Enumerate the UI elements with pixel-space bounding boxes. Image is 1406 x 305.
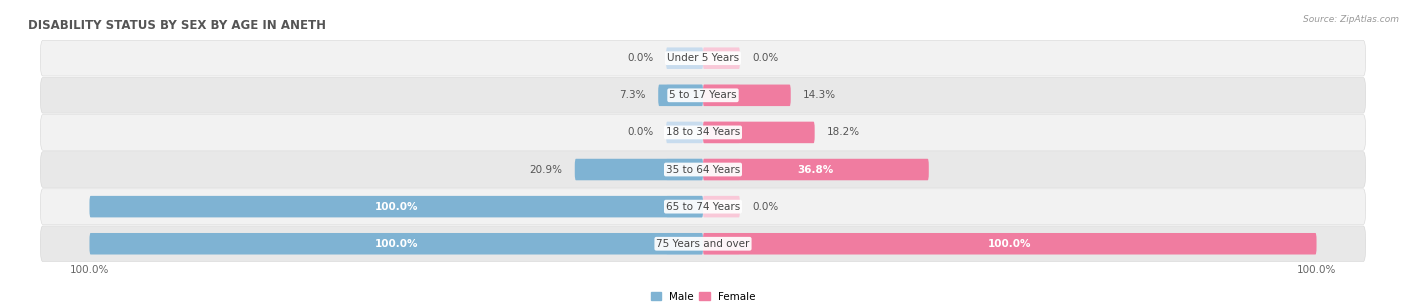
Text: 0.0%: 0.0% [752, 53, 779, 63]
FancyBboxPatch shape [703, 196, 740, 217]
FancyBboxPatch shape [666, 122, 703, 143]
FancyBboxPatch shape [658, 84, 703, 106]
FancyBboxPatch shape [666, 196, 703, 217]
FancyBboxPatch shape [666, 233, 703, 254]
FancyBboxPatch shape [575, 159, 703, 180]
FancyBboxPatch shape [703, 84, 790, 106]
Text: 75 Years and over: 75 Years and over [657, 239, 749, 249]
FancyBboxPatch shape [703, 159, 740, 180]
Text: 14.3%: 14.3% [803, 90, 837, 100]
FancyBboxPatch shape [90, 196, 703, 217]
FancyBboxPatch shape [90, 233, 703, 254]
Text: 100.0%: 100.0% [374, 239, 418, 249]
Text: 18.2%: 18.2% [827, 127, 860, 138]
FancyBboxPatch shape [703, 233, 1316, 254]
FancyBboxPatch shape [41, 152, 1365, 187]
FancyBboxPatch shape [703, 122, 814, 143]
Text: 20.9%: 20.9% [530, 164, 562, 174]
Text: 0.0%: 0.0% [627, 127, 654, 138]
Text: Source: ZipAtlas.com: Source: ZipAtlas.com [1303, 15, 1399, 24]
FancyBboxPatch shape [703, 48, 740, 69]
FancyBboxPatch shape [703, 233, 740, 254]
Text: 100.0%: 100.0% [374, 202, 418, 212]
FancyBboxPatch shape [41, 189, 1365, 224]
FancyBboxPatch shape [41, 77, 1365, 113]
FancyBboxPatch shape [666, 84, 703, 106]
Text: 5 to 17 Years: 5 to 17 Years [669, 90, 737, 100]
Text: 65 to 74 Years: 65 to 74 Years [666, 202, 740, 212]
FancyBboxPatch shape [666, 48, 703, 69]
FancyBboxPatch shape [703, 84, 740, 106]
Legend: Male, Female: Male, Female [647, 288, 759, 305]
FancyBboxPatch shape [41, 40, 1365, 76]
FancyBboxPatch shape [703, 159, 929, 180]
Text: 100.0%: 100.0% [988, 239, 1032, 249]
Text: 0.0%: 0.0% [627, 53, 654, 63]
FancyBboxPatch shape [41, 226, 1365, 262]
Text: DISABILITY STATUS BY SEX BY AGE IN ANETH: DISABILITY STATUS BY SEX BY AGE IN ANETH [28, 19, 326, 31]
Text: 0.0%: 0.0% [752, 202, 779, 212]
FancyBboxPatch shape [703, 122, 740, 143]
Text: 35 to 64 Years: 35 to 64 Years [666, 164, 740, 174]
Text: Under 5 Years: Under 5 Years [666, 53, 740, 63]
Text: 7.3%: 7.3% [620, 90, 645, 100]
FancyBboxPatch shape [666, 159, 703, 180]
Text: 18 to 34 Years: 18 to 34 Years [666, 127, 740, 138]
Text: 36.8%: 36.8% [797, 164, 834, 174]
FancyBboxPatch shape [41, 115, 1365, 150]
